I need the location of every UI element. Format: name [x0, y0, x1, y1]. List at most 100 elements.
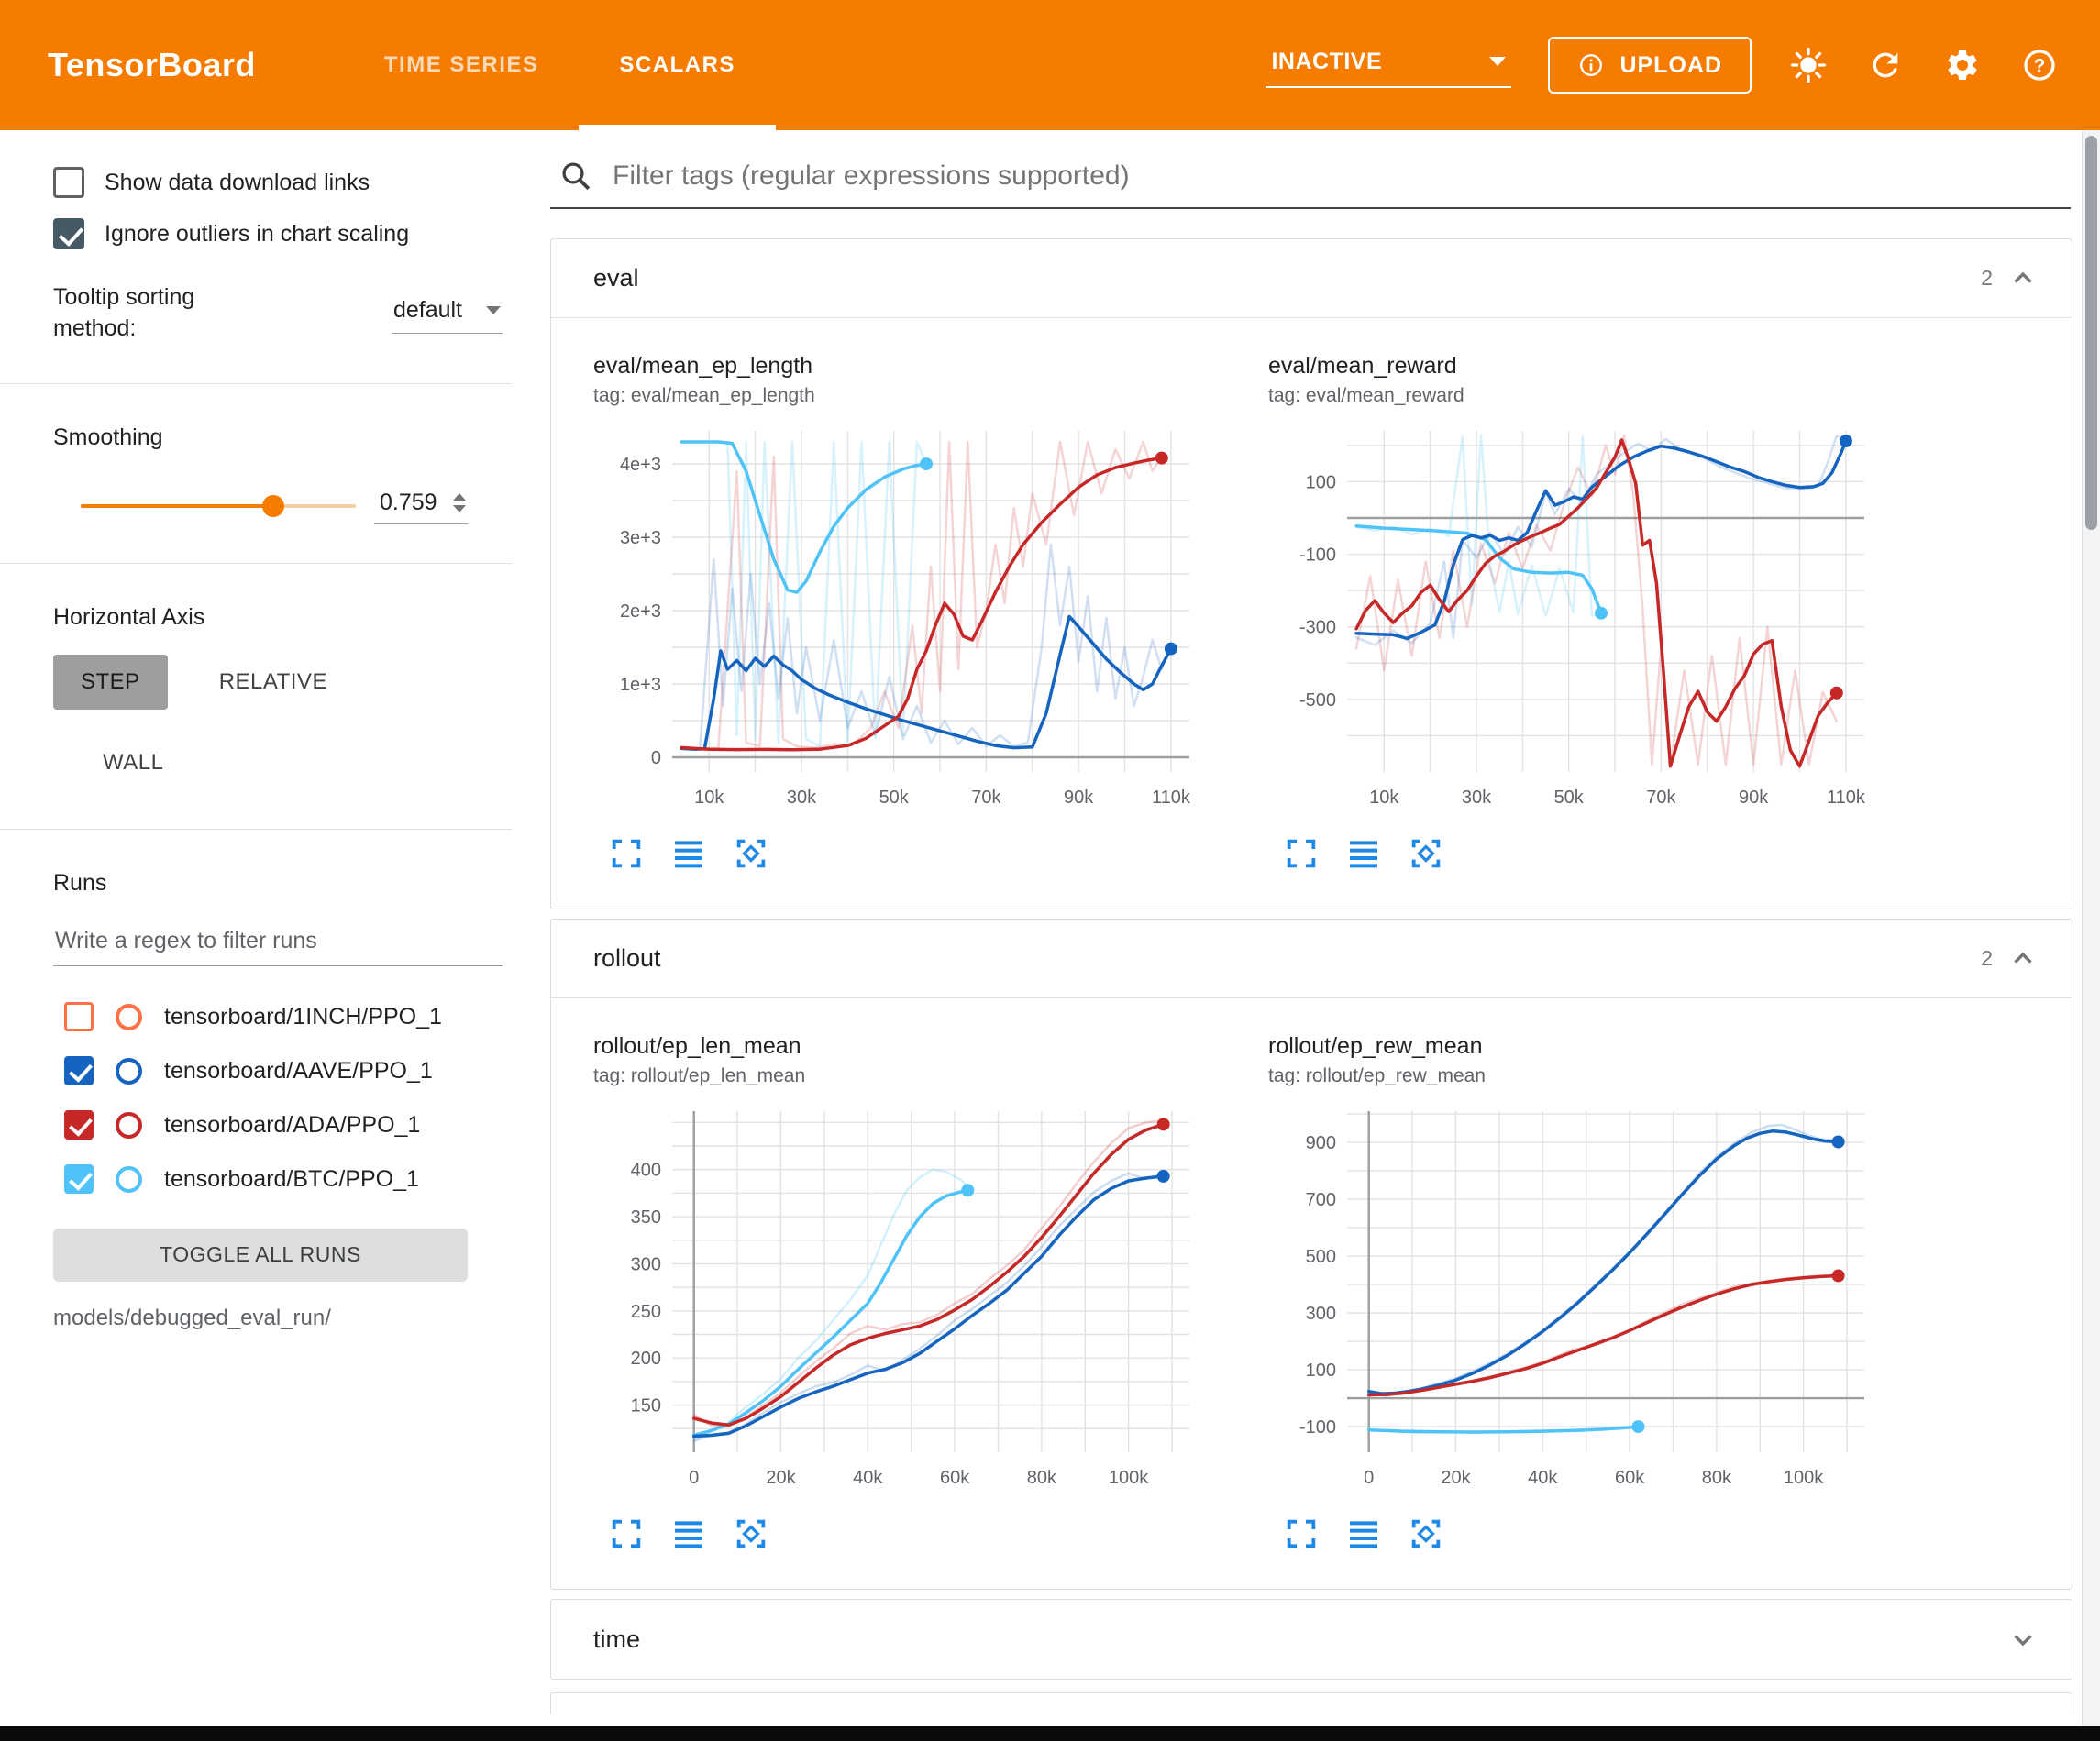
expand-chart-icon[interactable]	[608, 1515, 645, 1552]
line-chart-canvas[interactable]: 10k30k50k70k90k110k-500-300-100100	[1268, 418, 1910, 826]
upload-button[interactable]: UPLOAD	[1548, 37, 1752, 94]
data-table-icon[interactable]	[1345, 1515, 1382, 1552]
chart-tag: tag: rollout/ep_rew_mean	[1268, 1065, 1910, 1087]
fit-domain-icon[interactable]	[1408, 835, 1444, 872]
show-download-links-checkbox-row[interactable]: Show data download links	[53, 167, 503, 198]
svg-text:-500: -500	[1299, 690, 1336, 711]
toggle-all-runs-button[interactable]: TOGGLE ALL RUNS	[53, 1229, 468, 1282]
fit-domain-icon[interactable]	[1408, 1515, 1444, 1552]
svg-text:?: ?	[2034, 55, 2046, 76]
chevron-up-icon[interactable]	[2007, 943, 2039, 975]
data-table-icon[interactable]	[670, 1515, 707, 1552]
svg-text:0: 0	[1364, 1468, 1374, 1488]
run-row-aave[interactable]: tensorboard/AAVE/PPO_1	[53, 1044, 503, 1098]
tab-time-series[interactable]: TIME SERIES	[344, 0, 580, 130]
svg-text:100k: 100k	[1109, 1468, 1149, 1488]
run-color-circle-icon	[116, 1004, 142, 1030]
fit-domain-icon[interactable]	[733, 1515, 769, 1552]
expand-chart-icon[interactable]	[1283, 835, 1320, 872]
search-icon	[559, 160, 592, 193]
smoothing-slider-fill	[81, 504, 273, 508]
run-checkbox[interactable]	[64, 1002, 94, 1031]
data-source-dropdown[interactable]: INACTIVE	[1266, 43, 1511, 88]
chart-title: eval/mean_ep_length	[593, 353, 1235, 380]
show-download-links-checkbox[interactable]	[53, 167, 84, 198]
chevron-up-icon[interactable]	[2007, 263, 2039, 294]
data-table-icon[interactable]	[1345, 835, 1382, 872]
line-chart-canvas[interactable]: 020k40k60k80k100k-100100300500700900	[1268, 1098, 1910, 1506]
app-title: TensorBoard	[48, 46, 256, 84]
expand-chart-icon[interactable]	[1283, 1515, 1320, 1552]
refresh-button[interactable]	[1865, 45, 1906, 85]
vertical-scrollbar[interactable]	[2082, 130, 2100, 1726]
svg-text:3e+3: 3e+3	[620, 528, 661, 548]
smoothing-value-field[interactable]: 0.759	[374, 488, 468, 524]
smoothing-slider-thumb[interactable]	[262, 495, 284, 517]
line-chart-canvas[interactable]: 10k30k50k70k90k110k01e+32e+33e+34e+3	[593, 418, 1235, 826]
chart-rollout-ep-rew-mean: rollout/ep_rew_mean tag: rollout/ep_rew_…	[1268, 1033, 1910, 1552]
svg-text:30k: 30k	[1462, 788, 1492, 808]
line-chart-canvas[interactable]: 020k40k60k80k100k150200250300350400	[593, 1098, 1235, 1506]
step-down-icon[interactable]	[453, 505, 466, 512]
ignore-outliers-checkbox[interactable]	[53, 218, 84, 249]
svg-text:-100: -100	[1299, 545, 1336, 566]
axis-relative-button[interactable]: RELATIVE	[192, 655, 355, 710]
step-up-icon[interactable]	[453, 493, 466, 501]
svg-text:50k: 50k	[879, 788, 910, 808]
ignore-outliers-checkbox-row[interactable]: Ignore outliers in chart scaling	[53, 218, 503, 249]
card-chart-count: 2	[1981, 266, 1993, 291]
card-rollout: rollout 2 rollout/ep_len_mean tag: rollo…	[550, 919, 2072, 1590]
run-row-btc[interactable]: tensorboard/BTC/PPO_1	[53, 1152, 503, 1207]
run-label: tensorboard/BTC/PPO_1	[164, 1166, 419, 1193]
help-button[interactable]: ?	[2019, 45, 2060, 85]
fit-domain-icon[interactable]	[733, 835, 769, 872]
card-time-header[interactable]: time	[551, 1600, 2072, 1679]
chevron-down-icon[interactable]	[2007, 1624, 2039, 1655]
chart-tag: tag: rollout/ep_len_mean	[593, 1065, 1235, 1087]
svg-text:20k: 20k	[766, 1468, 796, 1488]
settings-button[interactable]	[1942, 45, 1983, 85]
card-expand-control[interactable]	[2007, 1624, 2039, 1655]
divider	[0, 563, 512, 564]
chevron-down-icon	[486, 306, 501, 314]
run-checkbox[interactable]	[64, 1164, 94, 1194]
axis-wall-button[interactable]: WALL	[75, 735, 503, 790]
filter-tags-input[interactable]	[613, 160, 2067, 192]
theme-toggle-button[interactable]	[1788, 45, 1829, 85]
chart-tag: tag: eval/mean_ep_length	[593, 385, 1235, 407]
runs-filter-input[interactable]	[53, 920, 503, 966]
tab-scalars[interactable]: SCALARS	[579, 0, 776, 130]
window-bottom-edge	[0, 1726, 2100, 1741]
smoothing-slider[interactable]	[81, 504, 356, 508]
svg-text:30k: 30k	[787, 788, 817, 808]
run-checkbox[interactable]	[64, 1110, 94, 1140]
chart-title: rollout/ep_len_mean	[593, 1033, 1235, 1060]
svg-text:150: 150	[631, 1396, 661, 1416]
expand-chart-icon[interactable]	[608, 835, 645, 872]
axis-step-button[interactable]: STEP	[53, 655, 168, 710]
run-row-ada[interactable]: tensorboard/ADA/PPO_1	[53, 1098, 503, 1152]
svg-text:40k: 40k	[853, 1468, 883, 1488]
scrollbar-thumb[interactable]	[2085, 136, 2097, 530]
svg-text:400: 400	[631, 1161, 661, 1181]
svg-text:4e+3: 4e+3	[620, 455, 661, 475]
tooltip-sorting-label: Tooltip sorting method:	[53, 282, 255, 345]
card-collapse-control[interactable]: 2	[1981, 263, 2039, 294]
run-label: tensorboard/AAVE/PPO_1	[164, 1058, 433, 1085]
chart-toolbar	[1268, 1515, 1910, 1552]
svg-text:300: 300	[631, 1255, 661, 1275]
chevron-down-icon	[1489, 57, 1506, 66]
card-eval-header[interactable]: eval 2	[551, 239, 2072, 318]
data-table-icon[interactable]	[670, 835, 707, 872]
run-checkbox[interactable]	[64, 1056, 94, 1085]
svg-text:300: 300	[1306, 1304, 1336, 1324]
data-source-value: INACTIVE	[1271, 49, 1382, 75]
card-collapse-control[interactable]: 2	[1981, 943, 2039, 975]
run-row-1inch[interactable]: tensorboard/1INCH/PPO_1	[53, 990, 503, 1044]
svg-text:10k: 10k	[694, 788, 724, 808]
svg-text:40k: 40k	[1528, 1468, 1558, 1488]
card-rollout-header[interactable]: rollout 2	[551, 920, 2072, 998]
card-title: rollout	[593, 944, 661, 973]
number-stepper[interactable]	[453, 493, 466, 512]
tooltip-sorting-dropdown[interactable]: default	[392, 293, 503, 334]
